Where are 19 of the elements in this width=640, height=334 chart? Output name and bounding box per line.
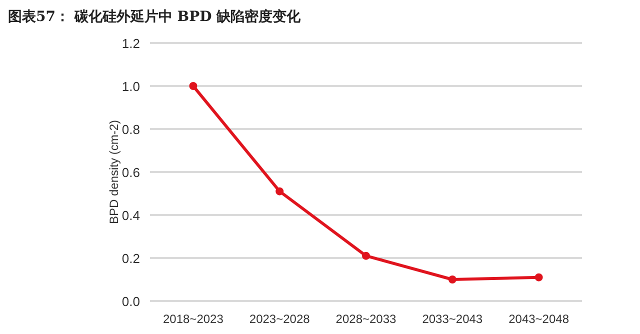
y-tick-label: 0.4 — [122, 208, 140, 223]
y-tick-label: 1.2 — [122, 36, 140, 51]
y-tick-label: 0.0 — [122, 294, 140, 309]
x-tick-label: 2043~2048 — [508, 312, 570, 326]
x-tick-label: 2018~2023 — [162, 312, 224, 326]
y-tick-label: 1.0 — [122, 79, 140, 94]
point — [189, 82, 198, 90]
y-tick-label: 0.2 — [122, 251, 140, 266]
y-axis-title: BPD density (cm-2) — [107, 120, 121, 224]
point — [448, 276, 456, 284]
point — [534, 273, 543, 282]
y-tick-label: 0.8 — [122, 122, 140, 137]
x-tick-label: 2028~2033 — [336, 312, 397, 326]
x-tick-label: 2023~2028 — [249, 312, 310, 326]
chart-title: 图表57： 碳化硅外延片中 BPD 缺陷密度变化 — [8, 8, 302, 25]
point — [362, 252, 370, 260]
x-tick-label: 2033~2043 — [422, 312, 483, 326]
point — [276, 187, 284, 196]
y-tick-label: 0.6 — [122, 165, 140, 180]
